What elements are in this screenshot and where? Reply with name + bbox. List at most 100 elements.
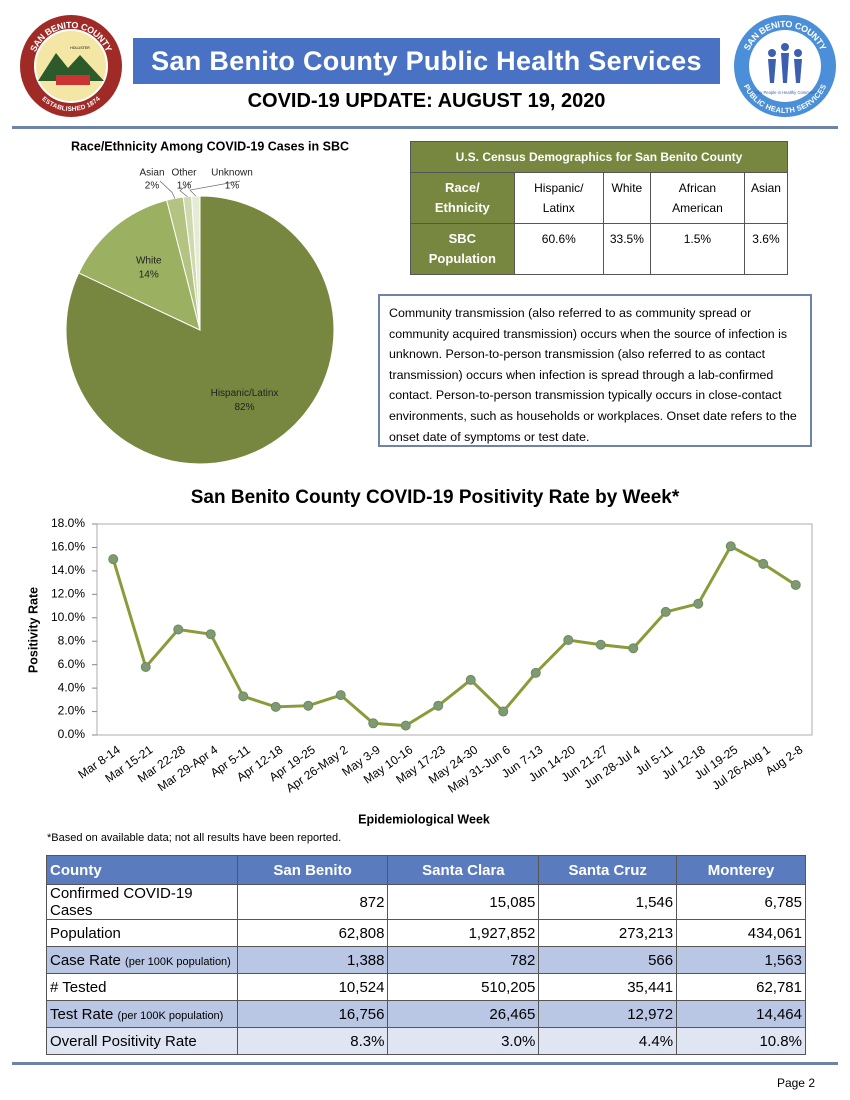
row-label: Test Rate (50, 1005, 114, 1023)
header-title: San Benito County Public Health Services (133, 38, 720, 84)
y-tick-label: 0.0% (58, 727, 86, 741)
table-cell: 10,524 (236, 973, 389, 1001)
column-header: Santa Cruz (538, 855, 678, 885)
table-row: Case Rate (per 100K population) 1,388 782 5… (46, 946, 806, 974)
table-cell: 14,464 (676, 1000, 806, 1028)
page-number: Page 2 (776, 1076, 815, 1090)
slice-label: Hispanic/Latinx (211, 388, 279, 399)
y-tick-label: 12.0% (51, 587, 85, 601)
leader-line (179, 180, 193, 197)
row-header: SBC Population (410, 223, 515, 275)
series-line (111, 544, 797, 728)
line-title: San Benito County COVID-19 Positivity Ra… (191, 487, 680, 508)
table-cell: 1,927,852 (387, 919, 540, 947)
row-qualifier: (per 100K population) (117, 1009, 224, 1022)
footer-rule (12, 1062, 838, 1065)
data-point (530, 667, 541, 678)
table-row: County San Benito Santa Clara Santa Cruz Mon… (46, 855, 806, 885)
slice-label: Other (171, 168, 197, 179)
slice-label: White (136, 256, 162, 267)
table-cell: 12,972 (538, 1000, 678, 1028)
data-point (433, 700, 444, 711)
row-label: Population (50, 924, 121, 942)
table-row: Test Rate (per 100K population) 16,756 26,… (46, 1000, 806, 1028)
row-header: Case Rate (per 100K population) (46, 946, 238, 974)
table-cell: 8.3% (236, 1027, 389, 1055)
data-point (465, 674, 476, 685)
table-row: # Tested 10,524 510,205 35,441 62,781 (46, 973, 806, 1001)
data-point (303, 700, 314, 711)
plot-frame (96, 523, 813, 736)
table-row: Confirmed COVID-19 Cases 872 15,085 1,546 6,… (46, 884, 806, 920)
data-point (758, 558, 769, 569)
data-point (108, 554, 119, 565)
data-point (693, 598, 704, 609)
logo-figures (768, 43, 802, 83)
table-cell: 3.0% (387, 1027, 540, 1055)
seal-center-text: HOLLISTER (70, 46, 90, 50)
row-header: Population (46, 919, 238, 947)
table-cell: 26,465 (387, 1000, 540, 1028)
line-chart: San Benito County COVID-19 Positivity Ra… (26, 487, 813, 826)
table-cell: 1,388 (236, 946, 389, 974)
table-cell: 566 (538, 946, 678, 974)
data-point (400, 720, 411, 731)
slice-label: Unknown (211, 168, 253, 179)
row-label: Overall Positivity Rate (50, 1032, 197, 1050)
table-cell: 3.6% (743, 223, 789, 275)
data-point (173, 624, 184, 635)
pie-slice (78, 199, 201, 331)
census-table: U.S. Census Demographics for San Benito … (410, 141, 789, 275)
row-label: # Tested (50, 978, 107, 996)
y-tick-label: 16.0% (51, 540, 85, 554)
data-point (725, 541, 736, 552)
y-tick-label: 4.0% (58, 680, 86, 694)
table-row: Population 62,808 1,927,852 273,213 434,061 (46, 919, 806, 947)
column-header: County (46, 855, 238, 885)
y-tick-label: 14.0% (51, 563, 85, 577)
slice-value: 1% (177, 181, 192, 192)
footnote: *Based on available data; not all result… (47, 832, 342, 844)
phs-logo: Healthy People in Healthy Communities SA… (734, 15, 836, 117)
slice-value: 82% (235, 402, 255, 413)
column-header: White (602, 172, 651, 224)
county-seal: SAN BENITO COUNTY HOLLISTER ESTABLISHED … (20, 15, 122, 117)
table-cell: 10.8% (676, 1027, 806, 1055)
pie-title: Race/Ethnicity Among COVID-19 Cases in S… (71, 139, 349, 153)
table-cell: 62,808 (236, 919, 389, 947)
row-header: Confirmed COVID-19 Cases (46, 884, 238, 920)
table-cell: 62,781 (676, 973, 806, 1001)
data-point (140, 662, 151, 673)
slice-value: 14% (139, 270, 159, 281)
column-header: Hispanic/ Latinx (513, 172, 604, 224)
data-point (335, 690, 346, 701)
column-header: Monterey (676, 855, 806, 885)
data-point (368, 718, 379, 729)
table-cell: 273,213 (538, 919, 678, 947)
header-rule (12, 126, 838, 129)
table-row: SBC Population 60.6% 33.5% 1.5% 3.6% (410, 223, 789, 275)
table-cell: 16,756 (236, 1000, 389, 1028)
data-point (270, 701, 281, 712)
data-point (790, 579, 801, 590)
leader-line (159, 180, 176, 199)
y-tick-label: 10.0% (51, 610, 85, 624)
slice-value: 1% (225, 181, 240, 192)
pie-chart: Race/Ethnicity Among COVID-19 Cases in S… (65, 139, 349, 465)
table-cell: 510,205 (387, 973, 540, 1001)
row-header: # Tested (46, 973, 238, 1001)
data-point (660, 606, 671, 617)
y-axis-title: Positivity Rate (26, 587, 40, 673)
logo-motto: Healthy People in Healthy Communities (748, 90, 822, 95)
table-cell: 33.5% (602, 223, 651, 275)
y-tick-label: 2.0% (58, 704, 86, 718)
column-header: San Benito (236, 855, 389, 885)
y-tick-label: 8.0% (58, 633, 86, 647)
column-header: Asian (743, 172, 789, 224)
x-tick-label: Aug 2-8 (763, 742, 806, 778)
county-table: County San Benito Santa Clara Santa Cruz Mon… (46, 855, 806, 1055)
seal-hills (38, 53, 104, 81)
table-cell: 1.5% (649, 223, 745, 275)
data-point (563, 635, 574, 646)
row-header: Overall Positivity Rate (46, 1027, 238, 1055)
